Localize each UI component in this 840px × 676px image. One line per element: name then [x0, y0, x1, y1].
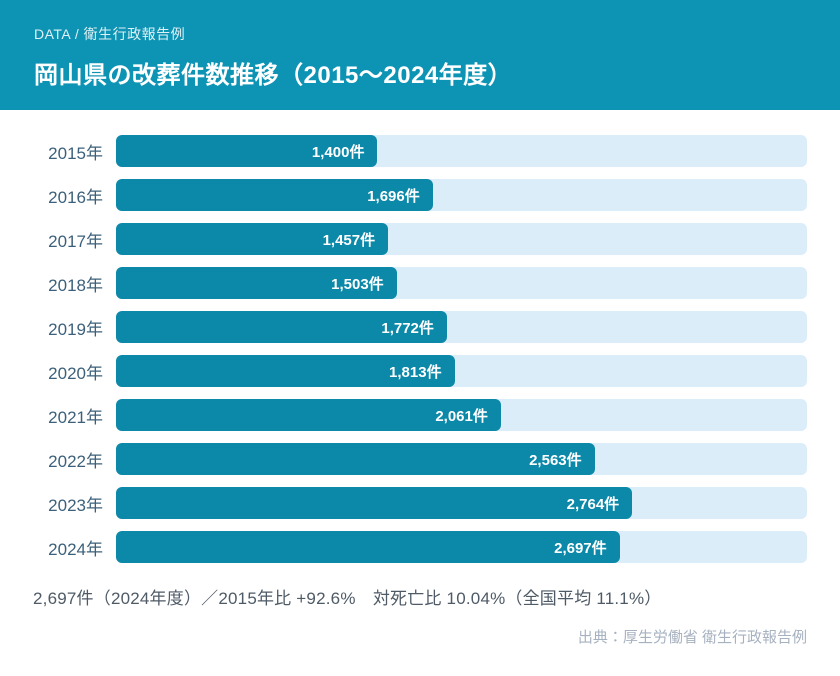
bar: 1,696件 — [116, 179, 433, 211]
year-label: 2017年 — [48, 231, 103, 251]
bar-value-label: 2,764件 — [566, 495, 620, 513]
bar-value-label: 1,400件 — [311, 143, 365, 161]
year-label: 2023年 — [48, 495, 103, 515]
year-label: 2019年 — [48, 319, 103, 339]
bar-value-label: 2,697件 — [554, 539, 607, 557]
chart-row: 2016年 1,696件 — [33, 179, 807, 211]
summary-line: 2,697件（2024年度）／2015年比 +92.6% 対死亡比 10.04%… — [33, 589, 662, 608]
bar-value-label: 2,061件 — [435, 407, 488, 425]
bar-track: 1,457件 — [116, 223, 807, 255]
bar-track: 1,813件 — [116, 355, 807, 387]
bar: 2,764件 — [116, 487, 633, 519]
year-label: 2020年 — [48, 363, 103, 383]
chart-row: 2023年 2,764件 — [33, 487, 807, 519]
bar-value-label: 1,813件 — [389, 363, 442, 381]
bar: 2,563件 — [116, 443, 595, 475]
chart-row: 2015年 1,400件 — [33, 135, 807, 167]
bar: 1,503件 — [116, 267, 397, 299]
year-label: 2018年 — [48, 275, 103, 295]
bar-value-label: 1,772件 — [381, 319, 434, 337]
bar: 2,061件 — [116, 399, 501, 431]
bar: 1,400件 — [116, 135, 378, 167]
bar: 2,697件 — [116, 531, 620, 563]
chart-row: 2018年 1,503件 — [33, 267, 807, 299]
bar: 1,457件 — [116, 223, 389, 255]
year-label: 2024年 — [48, 539, 103, 559]
chart-row: 2024年 2,697件 — [33, 531, 807, 563]
page-title: 岡山県の改葬件数推移（2015〜2024年度） — [34, 62, 513, 89]
header: DATA / 衛生行政報告例 岡山県の改葬件数推移（2015〜2024年度） — [0, 0, 840, 110]
chart-row: 2019年 1,772件 — [33, 311, 807, 343]
chart-row: 2020年 1,813件 — [33, 355, 807, 387]
bar-track: 1,696件 — [116, 179, 807, 211]
bar-chart: 2015年 1,400件 2016年 1,696件 2017年 1,457件 2018年 1,… — [0, 135, 840, 563]
chart-row: 2017年 1,457件 — [33, 223, 807, 255]
bar-value-label: 2,563件 — [529, 451, 582, 469]
bar-track: 2,697件 — [116, 531, 807, 563]
bar-value-label: 1,696件 — [367, 187, 420, 205]
year-label: 2021年 — [48, 407, 103, 427]
year-label: 2015年 — [48, 143, 103, 163]
bar-value-label: 1,503件 — [331, 275, 384, 293]
bar-track: 1,503件 — [116, 267, 807, 299]
chart-row: 2022年 2,563件 — [33, 443, 807, 475]
bar: 1,813件 — [116, 355, 455, 387]
header-kicker: DATA / 衛生行政報告例 — [34, 26, 186, 42]
bar-track: 2,764件 — [116, 487, 807, 519]
bar-value-label: 1,457件 — [322, 231, 376, 249]
chart-row: 2021年 2,061件 — [33, 399, 807, 431]
bar: 1,772件 — [116, 311, 447, 343]
bar-track: 2,563件 — [116, 443, 807, 475]
bar-track: 1,400件 — [116, 135, 807, 167]
bar-track: 1,772件 — [116, 311, 807, 343]
source-credit: 出典：厚生労働省 衛生行政報告例 — [577, 629, 807, 646]
year-label: 2022年 — [48, 451, 103, 471]
year-label: 2016年 — [48, 187, 103, 207]
bar-track: 2,061件 — [116, 399, 807, 431]
